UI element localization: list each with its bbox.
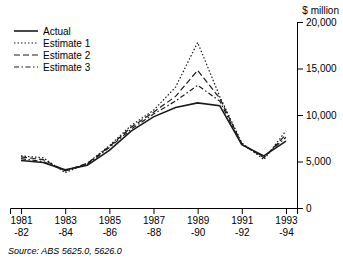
x-tick-label: 1987-88 <box>143 215 166 238</box>
legend-label: Estimate 3 <box>43 62 91 73</box>
x-tick: 1987-88 <box>143 208 166 238</box>
x-tick-mark <box>109 208 110 214</box>
legend-item: Estimate 1 <box>14 38 91 49</box>
chart: 05,00010,00015,00020,0001981-821983-8419… <box>0 0 343 258</box>
x-tick-label: 1991-92 <box>231 215 254 238</box>
y-tick: 20,000 <box>297 17 337 28</box>
lines <box>21 42 286 172</box>
y-tick-mark <box>297 162 303 163</box>
source-note: Source: ABS 5625.0, 5626.0 <box>8 246 122 256</box>
plot: 05,00010,00015,00020,0001981-821983-8419… <box>10 17 337 238</box>
x-tick: 1985-86 <box>99 208 122 238</box>
x-tick: 1981-82 <box>10 208 33 238</box>
y-axis: 0 5,000 10,000 15,000 20,000 <box>297 17 337 214</box>
x-tick: 1993-94 <box>275 208 298 238</box>
y-tick-label: 15,000 <box>306 63 337 74</box>
series-line <box>21 42 286 172</box>
x-tick-mark <box>65 208 66 214</box>
x-tick-mark <box>154 208 155 214</box>
x-axis-line <box>11 209 298 215</box>
x-tick-label: 1983-84 <box>55 215 78 238</box>
y-tick-mark <box>297 69 303 70</box>
x-tick: 1991-92 <box>231 208 254 238</box>
x-tick-mark <box>242 208 243 214</box>
legend-item: Estimate 3 <box>14 62 91 73</box>
y-tick-mark <box>297 115 303 116</box>
y-tick: 5,000 <box>297 156 331 167</box>
series-line <box>21 70 286 170</box>
y-tick-label: 10,000 <box>306 110 337 121</box>
x-tick: 1983-84 <box>55 208 78 238</box>
y-tick-label: 20,000 <box>306 17 337 28</box>
x-tick-label: 1985-86 <box>99 215 122 238</box>
x-tick-label: 1993-94 <box>275 215 298 238</box>
y-tick-label: 0 <box>306 203 312 214</box>
y-tick: 0 <box>297 203 312 214</box>
legend-label: Estimate 2 <box>43 50 91 61</box>
legend-label: Actual <box>43 26 71 37</box>
y-axis-line <box>298 23 304 209</box>
x-axis: 1981-82 1983-84 1985-86 1987-88 1989-90 1991-… <box>10 208 298 238</box>
legend-swatch <box>14 30 38 32</box>
x-tick-mark <box>198 208 199 214</box>
legend-swatch <box>14 42 38 43</box>
x-tick-label: 1989-90 <box>187 215 210 238</box>
series-line <box>21 103 286 170</box>
x-tick-mark <box>286 208 287 214</box>
legend-label: Estimate 1 <box>43 38 91 49</box>
y-axis-title: $ million <box>302 5 339 16</box>
legend-item: Actual <box>14 26 71 37</box>
legend: ActualEstimate 1Estimate 2Estimate 3 <box>14 26 91 73</box>
y-tick-label: 5,000 <box>306 156 331 167</box>
x-tick: 1989-90 <box>187 208 210 238</box>
legend-swatch <box>14 54 38 55</box>
y-tick: 10,000 <box>297 110 337 121</box>
legend-item: Estimate 2 <box>14 50 91 61</box>
y-tick-mark <box>297 22 303 23</box>
legend-swatch <box>14 66 38 67</box>
series-line <box>21 85 286 171</box>
x-tick-mark <box>21 208 22 214</box>
y-tick: 15,000 <box>297 63 337 74</box>
x-tick-label: 1981-82 <box>10 215 33 238</box>
